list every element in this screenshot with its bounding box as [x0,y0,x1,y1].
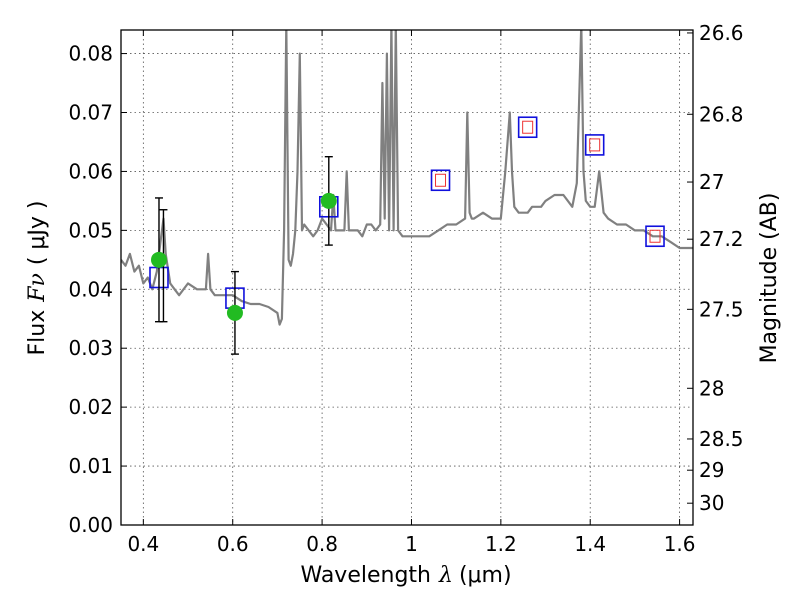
y2-tick-label: 28 [699,376,724,400]
y2-tick-label: 26.8 [699,102,744,126]
model-photometry-inner-box [522,120,534,134]
y-tick-label: 0.04 [68,277,113,301]
y-tick-label: 0.01 [68,454,113,478]
y-tick-label: 0.05 [68,218,113,242]
axis-ticks: 0.4 0.6 0.8 1 1.2 1.4 1.6 0.00 0.01 0.02 0.03 0.04 0… [68,21,743,556]
y-tick-label: 0.00 [68,513,113,537]
x-tick-label: 0.4 [127,532,159,556]
x-tick-label: 0.6 [217,532,249,556]
right-y-axis-label: Magnitude (AB) [757,193,782,364]
y-tick-label: 0.07 [68,101,113,125]
model-photometry-inner-box [589,138,601,152]
model-photometry-inner-box [435,173,447,187]
photometry-point [320,192,337,209]
y-tick-label: 0.06 [68,159,113,183]
y2-tick-label: 28.5 [699,427,744,451]
x-tick-label: 1.6 [664,532,696,556]
x-tick-label: 1 [405,532,418,556]
x-tick-label: 0.8 [306,532,338,556]
grid-lines [121,30,693,526]
spectrum-line [121,30,693,326]
y-tick-label: 0.03 [68,336,113,360]
model-photometry-box [645,225,665,248]
y-tick-label: 0.02 [68,395,113,419]
model-photometry-inner-box [649,229,661,243]
x-axis-label: Wavelength λ (μm) [300,563,511,588]
y2-tick-label: 27.5 [699,297,744,321]
y2-tick-label: 29 [699,458,724,482]
y2-tick-label: 27.2 [699,227,744,251]
y2-tick-label: 30 [699,491,724,515]
y-axis-label: FluxFν( μJy ) [25,200,50,355]
model-photometry-box [517,116,538,139]
y-tick-label: 0.08 [68,42,113,66]
x-tick-label: 1.4 [574,532,606,556]
x-tick-label: 1.2 [485,532,517,556]
photometry-point [150,251,167,268]
photometry-point [226,304,243,321]
y2-tick-label: 26.6 [699,21,744,45]
model-photometry-box [584,134,605,156]
model-photometry-box [430,169,451,192]
plot-frame [120,29,694,526]
y2-tick-label: 27 [699,170,724,194]
plot-area [121,30,693,355]
